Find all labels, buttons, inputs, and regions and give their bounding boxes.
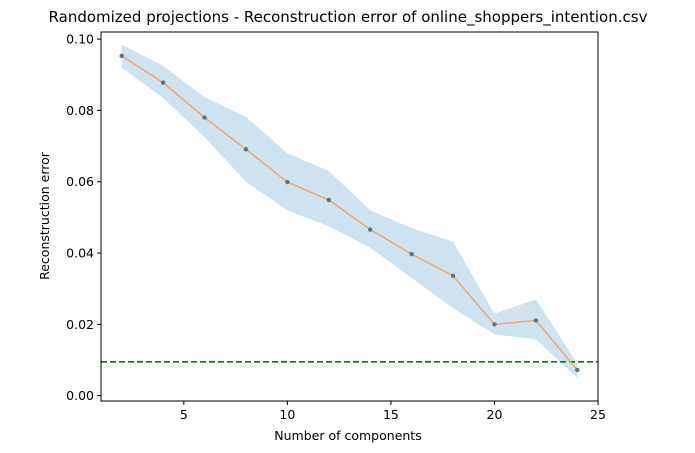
data-point [450,273,456,279]
x-tick-label: 15 [383,407,399,422]
data-point [575,367,580,373]
data-point [409,251,414,257]
data-point [533,318,539,323]
y-axis-label: Reconstruction error [37,151,52,280]
data-point [492,322,497,327]
data-point [160,80,166,85]
axes-frame [100,31,599,402]
x-tick-label: 10 [279,407,295,422]
y-tick-label: 0.02 [66,317,94,332]
y-tick-label: 0.06 [66,174,94,189]
y-tick-label: 0.04 [66,246,94,261]
y-tick-label: 0.08 [66,103,94,118]
data-point [119,53,124,59]
confidence-band [121,44,578,378]
x-tick-label: 5 [180,407,188,422]
chart-title: Randomized projections - Reconstruction … [49,8,648,27]
data-point [243,147,249,152]
series-line [121,55,578,371]
x-axis-label: Number of components [274,428,421,443]
y-tick-label: 0.00 [66,388,94,403]
x-tick-label: 25 [590,407,606,422]
plot-area: 5 10 15 20 25 0.00 0.02 0.04 0.06 0.08 0.10 [66,31,606,422]
data-point [285,179,290,185]
data-point [368,227,373,232]
data-point [202,115,207,120]
data-point [326,197,331,203]
x-tick-label: 20 [487,407,503,422]
y-tick-label: 0.10 [66,32,94,47]
